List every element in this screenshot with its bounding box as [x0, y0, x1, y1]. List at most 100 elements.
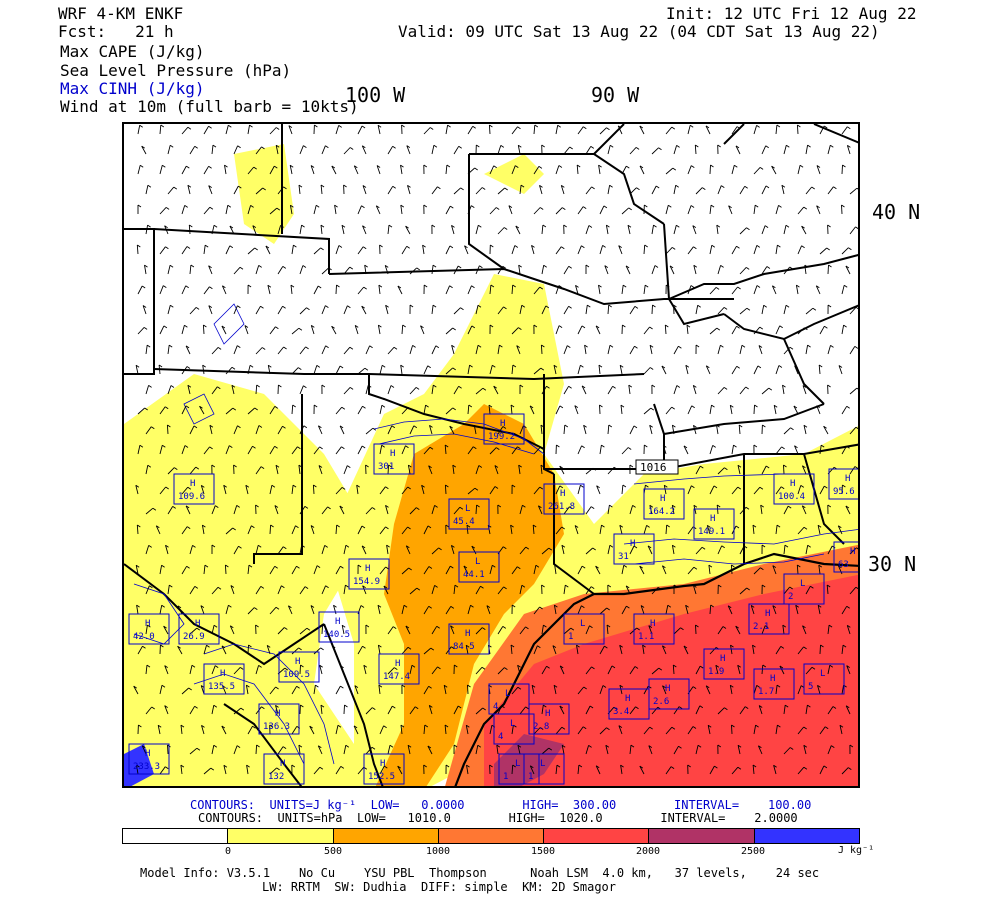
wind-barb-flag [160, 644, 164, 648]
wind-barb-flag [564, 424, 569, 428]
wind-barb-flag [482, 387, 487, 391]
wind-barb [563, 506, 570, 515]
wind-barb [519, 585, 523, 595]
wind-barb [431, 626, 438, 635]
contour-info-cape: CONTOURS: UNITS=J kg⁻¹ LOW= 0.0000 HIGH=… [190, 798, 812, 812]
wind-barb-flag [477, 344, 482, 348]
extremum-value: 31 [618, 552, 629, 562]
wind-barb [451, 345, 455, 355]
wind-barb [321, 267, 329, 275]
wind-barb-flag [772, 285, 776, 289]
wind-barb-flag [282, 266, 287, 269]
wind-barb [247, 525, 252, 535]
wind-barb-flag [845, 265, 850, 269]
wind-barb-flag [803, 744, 808, 748]
wind-barb-flag [275, 606, 280, 610]
wind-barb [511, 446, 518, 455]
wind-barb [837, 565, 843, 575]
wind-barb [299, 225, 303, 235]
wind-barb-flag [445, 524, 450, 528]
wind-barb [211, 745, 215, 755]
wind-barb-flag [392, 185, 396, 189]
wind-barb-flag [172, 506, 176, 509]
wind-barb-flag [826, 247, 830, 251]
wind-barb-flag [204, 564, 209, 568]
extremum-value: 152.5 [368, 772, 395, 782]
wind-barb [511, 725, 514, 735]
wind-barb [533, 447, 541, 455]
wind-barb [692, 385, 697, 395]
wind-barb-flag [692, 686, 697, 689]
wind-barb [662, 685, 667, 695]
wind-barb [331, 645, 337, 655]
wind-barb-flag [761, 544, 766, 548]
wind-barb-flag [489, 764, 493, 768]
wind-barb [444, 724, 447, 735]
wind-barb-flag [678, 345, 682, 349]
wind-barb [739, 307, 748, 315]
wind-barb [233, 185, 239, 195]
wind-barb [673, 225, 677, 235]
wind-barb-flag [328, 267, 332, 271]
cinh-contour-line [633, 553, 825, 565]
wind-barb [233, 505, 238, 515]
wind-barb [376, 165, 381, 175]
wind-barb-flag [678, 745, 682, 749]
wind-barb-flag [377, 604, 382, 608]
wind-barb [753, 365, 759, 375]
wind-barb [177, 605, 183, 615]
wind-barb [620, 765, 623, 775]
wind-barb [299, 265, 304, 275]
wind-barb [379, 566, 386, 575]
wind-barb-flag [723, 387, 728, 390]
wind-barb [188, 224, 191, 235]
wind-barb-flag [538, 505, 542, 509]
wind-barb [145, 585, 150, 595]
cinh-contour-line [133, 583, 185, 645]
wind-barb [607, 665, 613, 675]
extremum-value: 2.1 [753, 622, 769, 632]
wind-barb-flag [190, 264, 195, 268]
wind-barb [489, 486, 496, 495]
wind-barb [277, 266, 284, 275]
wind-barb [181, 445, 186, 455]
wind-barb [577, 485, 581, 495]
wind-barb-flag [446, 164, 451, 168]
wind-barb [362, 585, 367, 595]
wind-barb-flag [626, 605, 630, 609]
wind-barb-flag [180, 724, 185, 728]
wind-barb [716, 225, 719, 235]
wind-barb-flag [531, 245, 535, 248]
wind-barb [384, 265, 389, 275]
wind-barb-flag [578, 764, 583, 768]
wind-barb-flag [683, 445, 688, 449]
wind-barb-flag [649, 726, 653, 730]
wind-barb [269, 326, 276, 335]
wind-barb [581, 385, 587, 395]
wind-barb-flag [518, 464, 522, 468]
wind-barb-flag [618, 725, 623, 728]
wind-barb [445, 164, 448, 175]
wind-barb-flag [581, 565, 586, 569]
wind-barb [779, 665, 785, 675]
wind-barb [401, 246, 408, 255]
wind-barb-flag [716, 327, 721, 331]
wind-barb-flag [427, 365, 431, 369]
wind-barb [475, 666, 483, 675]
wind-barb-flag [848, 247, 852, 251]
wind-barb [621, 207, 630, 215]
wind-barb-flag [552, 645, 557, 648]
wind-barb-flag [500, 145, 505, 148]
wind-barb-flag [274, 165, 278, 169]
wind-barb-flag [518, 264, 522, 268]
wind-barb-flag [164, 225, 168, 229]
wind-barb-flag [185, 285, 189, 289]
wind-barb [379, 725, 385, 735]
wind-barb [354, 325, 359, 335]
wind-barb [803, 425, 807, 435]
wind-barb-flag [269, 724, 273, 728]
wind-barb-flag [169, 144, 174, 148]
wind-barb-flag [619, 524, 624, 528]
wind-barb-flag [383, 725, 387, 729]
wind-barb [519, 626, 526, 635]
